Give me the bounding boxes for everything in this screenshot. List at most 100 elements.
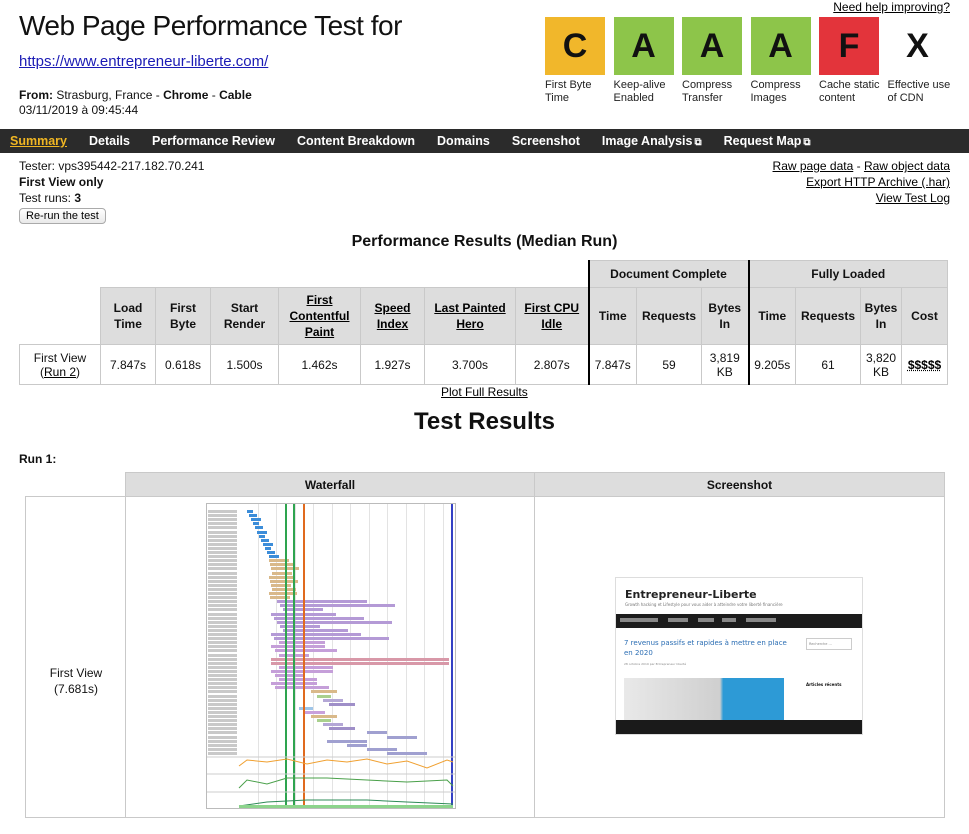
full-time-value: 9.205s bbox=[747, 344, 796, 385]
waterfall-bar bbox=[367, 747, 397, 751]
site-nav-bar bbox=[616, 614, 862, 628]
help-improving-link[interactable]: Need help improving? bbox=[833, 0, 950, 14]
waterfall-row-label bbox=[208, 522, 237, 526]
grade-cache-static[interactable]: F Cache static content bbox=[819, 17, 888, 105]
main-nav: Summary Details Performance Review Conte… bbox=[0, 129, 969, 153]
grade-label: Compress Transfer bbox=[682, 79, 733, 104]
waterfall-row-label bbox=[208, 571, 237, 575]
site-sidebar: Recherche ... Articles récents bbox=[806, 638, 854, 718]
waterfall-bar bbox=[272, 587, 296, 591]
doc-time-value: 7.847s bbox=[587, 344, 637, 385]
tab-content-breakdown[interactable]: Content Breakdown bbox=[296, 134, 416, 148]
tab-domains[interactable]: Domains bbox=[437, 134, 490, 148]
waterfall-bar bbox=[279, 678, 317, 682]
col-speed-index[interactable]: Speed Index bbox=[374, 301, 411, 331]
article-meta: 28 octobre 2019 par Entrepreneur liberté bbox=[624, 662, 687, 666]
performance-results-title: Performance Results (Median Run) bbox=[351, 233, 618, 250]
waterfall-cell bbox=[125, 496, 535, 818]
tab-image-analysis[interactable]: Image Analysis ⧉ bbox=[601, 134, 702, 148]
waterfall-bar bbox=[277, 620, 392, 624]
run-link[interactable]: Run 2 bbox=[43, 364, 77, 379]
load-time-value: 7.847s bbox=[100, 344, 156, 385]
screenshot-thumbnail[interactable]: Entrepreneur-Liberte Growth hacking et L… bbox=[615, 577, 863, 735]
col-first-cpu-idle[interactable]: First CPU Idle bbox=[524, 301, 580, 331]
waterfall-row-label bbox=[208, 710, 237, 714]
waterfall-row-label bbox=[208, 690, 237, 694]
view-test-log-link[interactable]: View Test Log bbox=[875, 191, 950, 205]
rerun-test-button[interactable]: Re-run the test bbox=[19, 208, 106, 224]
cookie-banner bbox=[616, 720, 862, 734]
waterfall-bar bbox=[367, 731, 387, 735]
waterfall-bar bbox=[279, 641, 325, 645]
waterfall-event-marker bbox=[451, 504, 453, 808]
group-document-complete: Document Complete bbox=[587, 260, 749, 288]
waterfall-row-label bbox=[208, 587, 237, 591]
grade-first-byte[interactable]: C First Byte Time bbox=[545, 17, 614, 105]
waterfall-row-label bbox=[208, 612, 237, 616]
grade-compress-transfer[interactable]: A Compress Transfer bbox=[682, 17, 751, 105]
export-har-link[interactable]: Export HTTP Archive (.har) bbox=[806, 175, 950, 189]
waterfall-gridline bbox=[331, 504, 333, 808]
waterfall-gridline bbox=[405, 504, 407, 808]
test-info: Tester: vps395442-217.182.70.241 First V… bbox=[19, 158, 204, 224]
waterfall-gridline bbox=[313, 504, 314, 808]
grade-letter[interactable]: A bbox=[682, 17, 742, 75]
col-first-contentful-paint[interactable]: First Contentful Paint bbox=[289, 293, 350, 339]
waterfall-row-label bbox=[208, 678, 237, 682]
waterfall-header: Waterfall bbox=[125, 472, 535, 497]
waterfall-bar bbox=[269, 592, 297, 595]
waterfall-bar bbox=[272, 571, 292, 575]
waterfall-bar bbox=[257, 530, 267, 534]
run-results-table: Waterfall Screenshot First View (7.681s)… bbox=[25, 472, 945, 818]
col-full-requests: Requests bbox=[795, 287, 861, 345]
waterfall-bar bbox=[311, 715, 337, 718]
col-full-bytes: Bytes In bbox=[860, 287, 902, 345]
raw-object-data-link[interactable]: Raw object data bbox=[863, 159, 950, 173]
waterfall-row-label bbox=[208, 551, 237, 554]
grade-keep-alive[interactable]: A Keep-alive Enabled bbox=[613, 17, 683, 105]
waterfall-bar bbox=[270, 579, 298, 583]
tab-screenshot[interactable]: Screenshot bbox=[511, 134, 580, 148]
waterfall-row-label bbox=[208, 669, 237, 673]
tested-url-link[interactable]: https://www.entrepreneur-liberte.com/ bbox=[19, 53, 269, 70]
grade-letter[interactable]: A bbox=[613, 17, 674, 75]
grade-label: Effective use of CDN bbox=[887, 79, 951, 104]
tab-request-map[interactable]: Request Map ⧉ bbox=[723, 134, 811, 148]
grade-compress-images[interactable]: A Compress Images bbox=[750, 17, 820, 105]
waterfall-row-label bbox=[208, 518, 237, 522]
tab-performance-review[interactable]: Performance Review bbox=[151, 134, 275, 148]
waterfall-thumbnail[interactable] bbox=[206, 503, 456, 809]
col-cost: Cost bbox=[901, 287, 948, 345]
cost-link[interactable]: $$$$$ bbox=[907, 357, 942, 372]
waterfall-row-label bbox=[208, 747, 237, 751]
col-load-time: Load Time bbox=[100, 287, 156, 345]
waterfall-event-marker bbox=[293, 504, 295, 808]
waterfall-bar bbox=[271, 661, 449, 665]
waterfall-gridline bbox=[276, 504, 277, 808]
from-label: From: bbox=[19, 88, 53, 102]
waterfall-bar bbox=[267, 551, 275, 554]
waterfall-row-label bbox=[208, 731, 237, 735]
waterfall-row-label bbox=[208, 649, 237, 653]
plot-full-results-link[interactable]: Plot Full Results bbox=[441, 385, 528, 399]
test-datetime: 03/11/2019 à 09:45:44 bbox=[19, 103, 139, 117]
tab-details[interactable]: Details bbox=[88, 134, 130, 148]
grade-letter[interactable]: C bbox=[545, 17, 605, 75]
waterfall-event-marker bbox=[303, 504, 305, 808]
col-last-painted-hero[interactable]: Last Painted Hero bbox=[434, 301, 506, 331]
waterfall-row-label bbox=[208, 555, 237, 559]
site-tagline: Growth hacking et Lifestyle pour vous ai… bbox=[625, 602, 783, 607]
waterfall-bar bbox=[299, 706, 313, 710]
grade-letter[interactable]: A bbox=[750, 17, 811, 75]
waterfall-bar bbox=[251, 518, 261, 522]
waterfall-row-label bbox=[208, 657, 237, 661]
waterfall-row-label bbox=[208, 596, 237, 600]
grade-letter[interactable]: X bbox=[887, 17, 948, 75]
tab-summary[interactable]: Summary bbox=[10, 134, 67, 148]
grade-cdn[interactable]: X Effective use of CDN bbox=[887, 17, 957, 105]
waterfall-bar bbox=[255, 526, 263, 530]
waterfall-row-label bbox=[208, 600, 237, 604]
site-search: Recherche ... bbox=[806, 638, 852, 650]
raw-page-data-link[interactable]: Raw page data bbox=[772, 159, 854, 173]
grade-letter[interactable]: F bbox=[819, 17, 879, 75]
